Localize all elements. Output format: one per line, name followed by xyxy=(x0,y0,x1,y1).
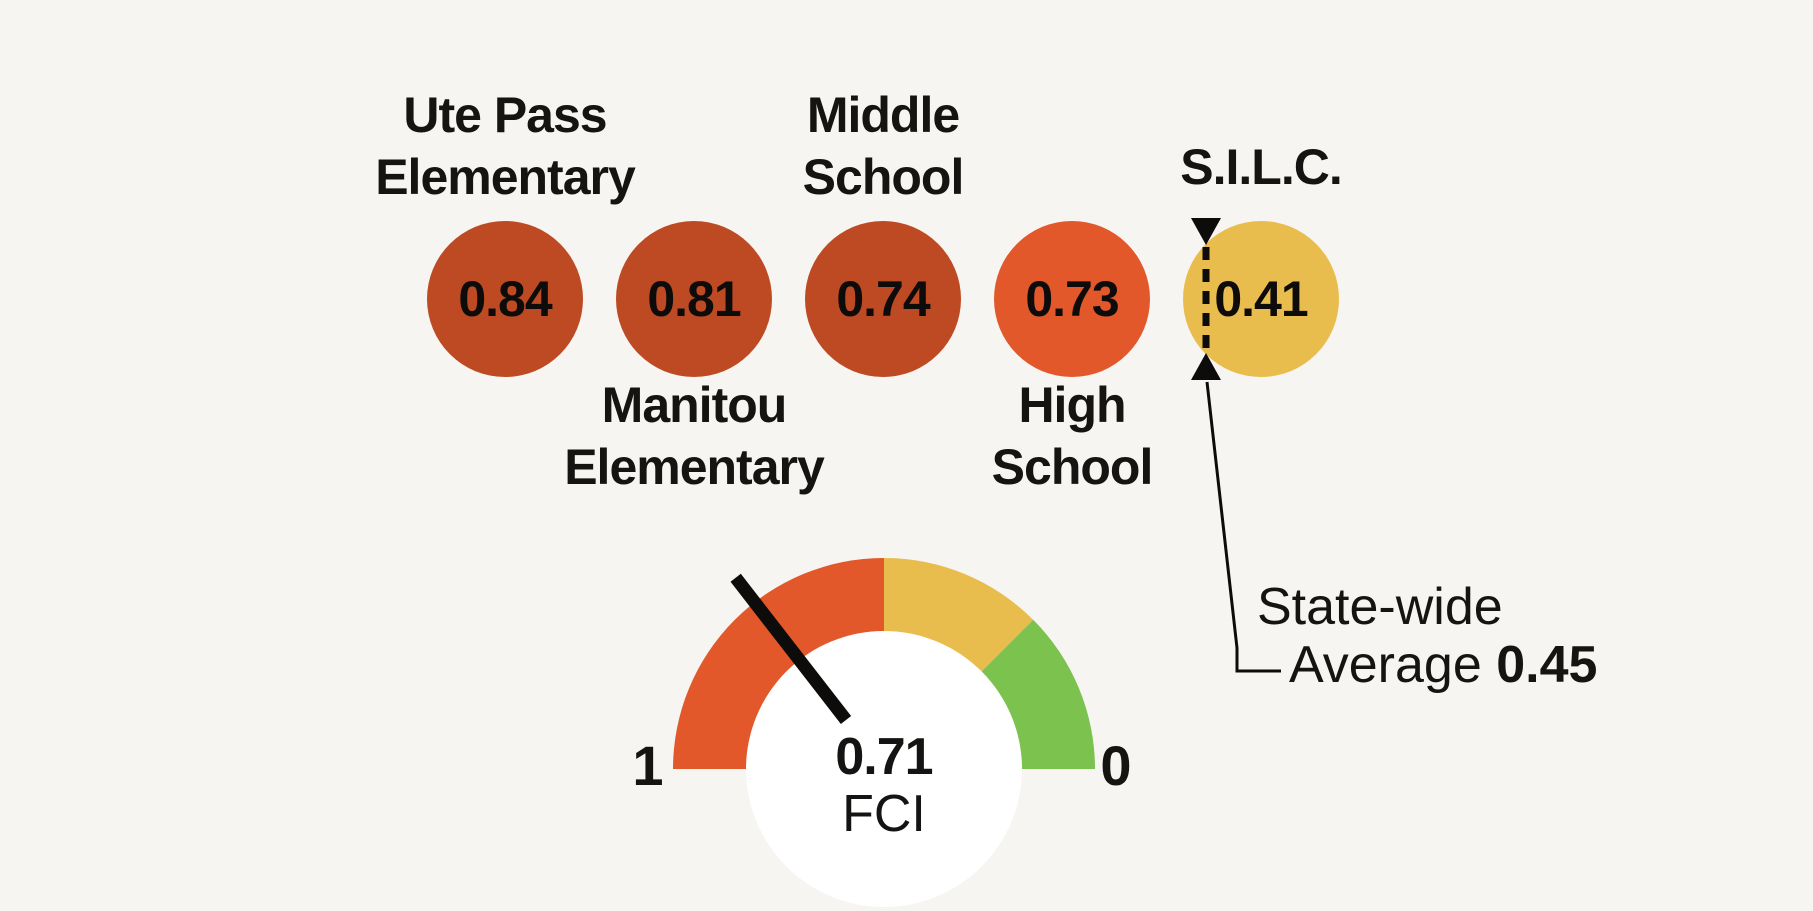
school-label-line: School xyxy=(802,149,965,205)
statewide-average-value: 0.45 xyxy=(1496,636,1598,694)
school-label-line: Manitou xyxy=(601,377,788,433)
gauge-right-end-label: 0 xyxy=(1100,734,1132,797)
school-label-silc: S.I.L.C. xyxy=(1061,136,1461,198)
fci-circle-manitou-elementary: 0.81 xyxy=(616,221,772,377)
statewide-average-label-line1: State-wide xyxy=(1257,578,1503,636)
gauge-value-label: 0.71 xyxy=(835,728,933,786)
school-label-line: High xyxy=(1018,377,1126,433)
fci-circle-high-school: 0.73 xyxy=(994,221,1150,377)
gauge-segment xyxy=(884,558,1034,673)
fci-value: 0.41 xyxy=(1214,271,1308,327)
fci-value: 0.73 xyxy=(1025,271,1119,327)
indicator-arrow-up-icon xyxy=(1191,353,1221,380)
gauge-segment xyxy=(673,558,884,769)
fci-value: 0.81 xyxy=(647,271,741,327)
school-label-high-school: High School xyxy=(872,374,1272,498)
gauge-left-end-label: 1 xyxy=(632,734,664,797)
gauge-needle xyxy=(730,573,852,724)
fci-circle-middle-school: 0.74 xyxy=(805,221,961,377)
school-label-manitou-elementary: Manitou Elementary xyxy=(494,374,894,498)
school-label-line: Ute Pass xyxy=(403,87,607,143)
gauge-inner-circle xyxy=(746,631,1022,907)
fci-value: 0.84 xyxy=(458,271,552,327)
fci-circle-ute-pass-elementary: 0.84 xyxy=(427,221,583,377)
statewide-average-text: Average xyxy=(1289,636,1482,694)
gauge-segment xyxy=(980,619,1095,769)
fci-value: 0.74 xyxy=(836,271,930,327)
gauge-unit-label: FCI xyxy=(842,785,926,843)
annotation-connector-line xyxy=(1205,381,1281,673)
statewide-average-text: State-wide xyxy=(1257,578,1503,636)
school-label-line: Middle xyxy=(806,87,960,143)
statewide-average-label-line2: Average 0.45 xyxy=(1289,636,1597,694)
school-label-line: School xyxy=(991,439,1154,495)
school-label-line: Elementary xyxy=(564,439,825,495)
school-label-line: Elementary xyxy=(375,149,636,205)
indicator-arrow-down-icon xyxy=(1191,218,1221,245)
school-label-ute-pass-elementary: Ute Pass Elementary xyxy=(305,84,705,208)
school-label-middle-school: Middle School xyxy=(683,84,1083,208)
school-label-line: S.I.L.C. xyxy=(1180,139,1342,195)
